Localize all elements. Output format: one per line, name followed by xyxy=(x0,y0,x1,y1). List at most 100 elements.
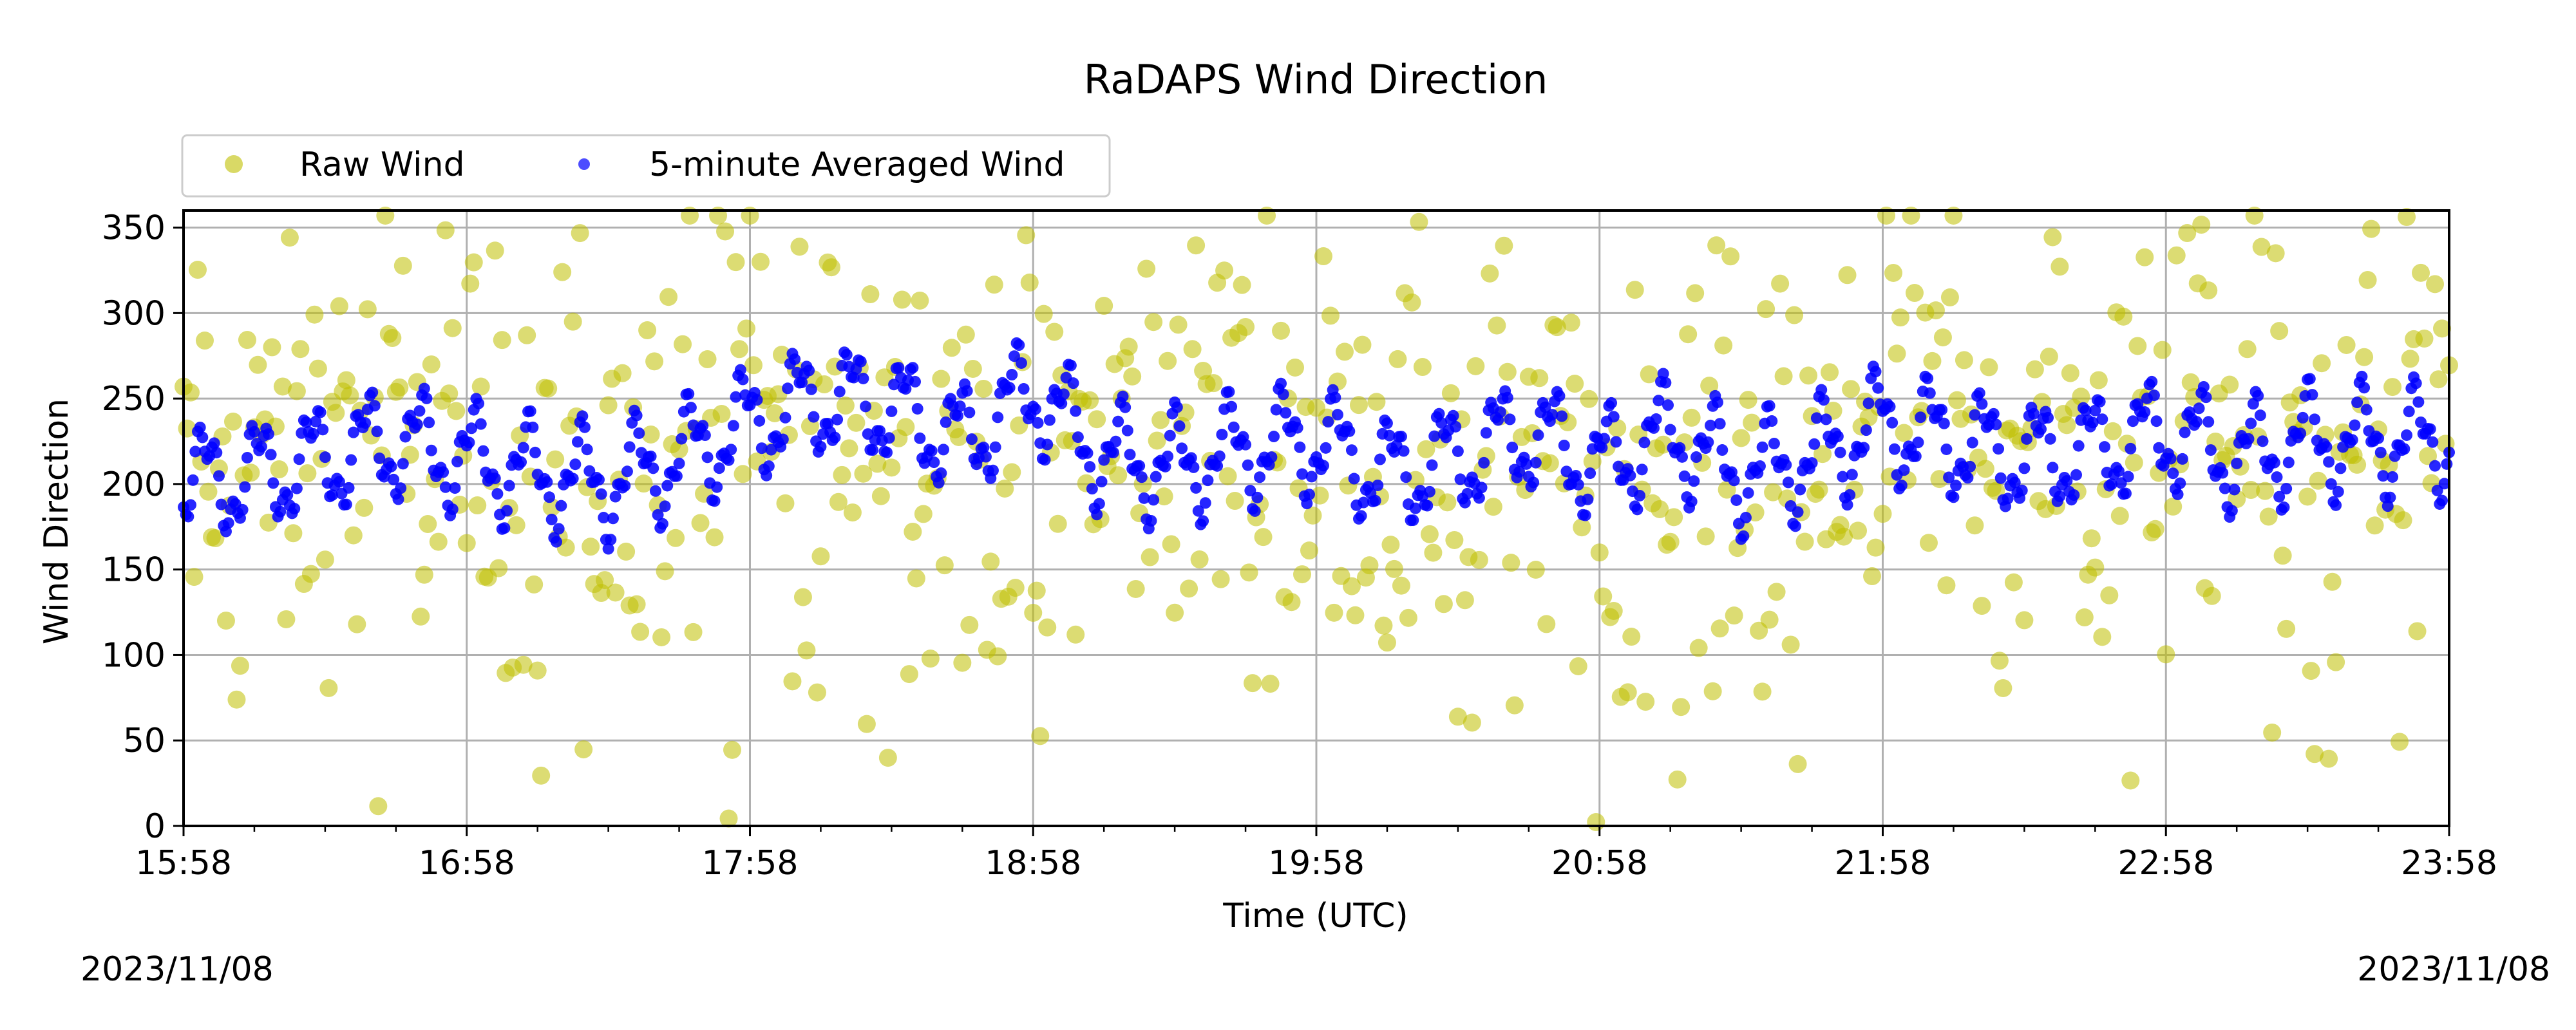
y-tick-label: 300 xyxy=(102,294,166,333)
raw-wind-point xyxy=(871,487,890,505)
averaged-wind-point xyxy=(1268,431,1280,443)
raw-wind-point xyxy=(1399,608,1417,627)
raw-wind-point xyxy=(1282,593,1301,612)
raw-wind-point xyxy=(1799,366,1818,385)
averaged-wind-point xyxy=(860,400,872,413)
averaged-wind-point xyxy=(1766,415,1778,427)
averaged-wind-point xyxy=(1015,357,1027,369)
raw-wind-point xyxy=(514,655,533,674)
raw-wind-point xyxy=(1686,284,1705,303)
x-tick-label: 15:58 xyxy=(135,844,232,883)
averaged-wind-point xyxy=(1636,464,1648,476)
raw-wind-point xyxy=(730,340,749,359)
averaged-wind-point xyxy=(965,433,978,445)
averaged-wind-point xyxy=(1138,492,1150,504)
averaged-wind-point xyxy=(2374,446,2387,458)
raw-wind-point xyxy=(1066,625,1085,644)
raw-wind-point xyxy=(415,565,433,584)
averaged-wind-point xyxy=(274,505,287,518)
averaged-wind-point xyxy=(1789,520,1801,532)
averaged-wind-point xyxy=(883,432,895,444)
averaged-wind-points xyxy=(178,337,2455,555)
raw-wind-point xyxy=(1166,603,1184,622)
raw-wind-point xyxy=(1180,579,1198,598)
raw-wind-point xyxy=(1548,318,1566,337)
averaged-wind-point xyxy=(1331,409,1343,421)
averaged-wind-point xyxy=(578,421,591,433)
averaged-wind-point xyxy=(215,498,227,510)
raw-wind-point xyxy=(811,547,830,566)
averaged-wind-point xyxy=(1296,468,1309,480)
averaged-wind-point xyxy=(1782,476,1794,489)
averaged-wind-point xyxy=(1506,442,1519,454)
raw-wind-point xyxy=(996,479,1014,498)
averaged-wind-point xyxy=(1895,480,1908,492)
averaged-wind-point xyxy=(2146,375,2158,388)
averaged-wind-point xyxy=(886,405,898,417)
averaged-wind-point xyxy=(1888,443,1900,455)
averaged-wind-point xyxy=(2125,442,2137,454)
averaged-wind-point xyxy=(1662,399,1674,411)
averaged-wind-point xyxy=(1596,442,1608,454)
raw-wind-point xyxy=(2040,347,2058,366)
averaged-wind-point xyxy=(2441,458,2453,470)
raw-wind-point xyxy=(667,529,685,547)
averaged-wind-point xyxy=(1447,409,1459,422)
averaged-wind-point xyxy=(1870,366,1882,378)
raw-wind-point xyxy=(284,524,303,543)
averaged-wind-point xyxy=(262,428,274,440)
raw-wind-point xyxy=(2401,350,2420,368)
averaged-wind-point xyxy=(527,421,539,433)
averaged-wind-point xyxy=(2332,485,2344,498)
averaged-wind-point xyxy=(1006,369,1018,381)
averaged-wind-point xyxy=(1834,446,1846,458)
raw-wind-point xyxy=(358,300,377,319)
averaged-wind-point xyxy=(2217,467,2229,479)
raw-wind-point xyxy=(1505,696,1524,715)
legend-averaged-wind-marker xyxy=(578,158,590,170)
raw-wind-point xyxy=(1374,616,1393,635)
raw-wind-point xyxy=(1413,358,1432,377)
averaged-wind-point xyxy=(1086,483,1098,495)
averaged-wind-point xyxy=(940,416,952,428)
averaged-wind-point xyxy=(2356,370,2368,382)
averaged-wind-point xyxy=(1171,401,1183,413)
raw-wind-point xyxy=(298,464,317,483)
averaged-wind-point xyxy=(239,481,251,493)
averaged-wind-point xyxy=(569,458,582,471)
averaged-wind-point xyxy=(1940,443,1953,455)
raw-wind-point xyxy=(316,550,334,569)
averaged-wind-point xyxy=(1133,460,1146,472)
raw-wind-point xyxy=(1682,408,1701,427)
raw-wind-point xyxy=(1905,284,1924,303)
averaged-wind-point xyxy=(1884,400,1896,413)
raw-wind-point xyxy=(355,498,374,517)
raw-wind-point xyxy=(1771,274,1790,293)
raw-wind-point xyxy=(1141,548,1159,566)
averaged-wind-point xyxy=(2280,483,2293,495)
y-tick-label: 250 xyxy=(102,380,166,418)
raw-wind-point xyxy=(1466,357,1485,375)
raw-wind-point xyxy=(249,355,267,374)
averaged-wind-point xyxy=(935,467,947,479)
raw-wind-point xyxy=(1095,297,1113,315)
raw-wind-point xyxy=(1640,365,1658,384)
averaged-wind-point xyxy=(1110,435,1122,447)
raw-wind-point xyxy=(1244,674,1262,693)
raw-wind-point xyxy=(674,335,692,353)
averaged-wind-point xyxy=(236,503,249,516)
averaged-wind-point xyxy=(477,445,489,457)
averaged-wind-point xyxy=(1964,460,1976,473)
averaged-wind-point xyxy=(1820,413,1832,426)
averaged-wind-point xyxy=(1397,445,1410,457)
raw-wind-point xyxy=(464,253,483,272)
raw-wind-point xyxy=(617,542,636,561)
raw-wind-point xyxy=(1081,391,1099,409)
raw-wind-point xyxy=(1233,276,1251,294)
averaged-wind-point xyxy=(2349,419,2361,431)
averaged-wind-point xyxy=(423,417,435,429)
raw-wind-point xyxy=(412,607,430,626)
averaged-wind-point xyxy=(1095,476,1108,488)
averaged-wind-point xyxy=(1202,474,1214,487)
averaged-wind-point xyxy=(374,452,386,464)
